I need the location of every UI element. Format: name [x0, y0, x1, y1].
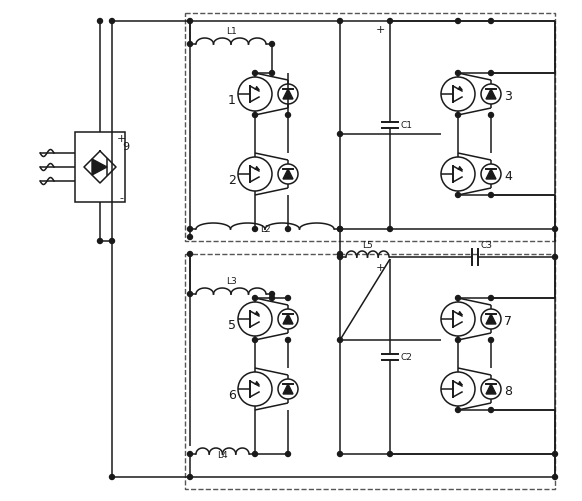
Circle shape: [456, 338, 460, 343]
Circle shape: [456, 71, 460, 76]
Text: 1: 1: [228, 94, 236, 107]
Circle shape: [269, 71, 275, 76]
Text: C2: C2: [400, 352, 412, 361]
Text: L2: L2: [260, 224, 270, 233]
Text: C1: C1: [400, 121, 412, 130]
Polygon shape: [486, 384, 496, 394]
Text: +: +: [375, 263, 385, 273]
Circle shape: [338, 227, 342, 232]
Circle shape: [286, 227, 290, 232]
Circle shape: [488, 113, 494, 118]
Circle shape: [269, 43, 275, 48]
Text: L1: L1: [226, 27, 236, 36]
Circle shape: [187, 20, 193, 25]
Polygon shape: [283, 90, 293, 100]
Text: 2: 2: [228, 174, 236, 187]
Text: L3: L3: [226, 277, 236, 286]
Text: 5: 5: [228, 319, 236, 332]
Circle shape: [109, 474, 115, 479]
Circle shape: [338, 338, 342, 343]
Circle shape: [187, 43, 193, 48]
Circle shape: [488, 20, 494, 25]
Text: +: +: [375, 25, 385, 35]
Circle shape: [338, 255, 342, 260]
Circle shape: [488, 408, 494, 413]
Circle shape: [338, 227, 342, 232]
Polygon shape: [283, 314, 293, 324]
Circle shape: [488, 338, 494, 343]
Circle shape: [456, 408, 460, 413]
Circle shape: [552, 255, 558, 260]
Circle shape: [253, 227, 257, 232]
Circle shape: [388, 227, 392, 232]
Circle shape: [456, 193, 460, 198]
Text: +: +: [116, 134, 126, 144]
Circle shape: [338, 252, 342, 257]
Circle shape: [286, 451, 290, 456]
Circle shape: [187, 252, 193, 257]
Polygon shape: [283, 384, 293, 394]
Circle shape: [98, 20, 102, 25]
Text: 3: 3: [504, 90, 512, 103]
Text: L4: L4: [217, 450, 228, 459]
Text: 4: 4: [504, 170, 512, 183]
Circle shape: [456, 296, 460, 301]
Text: 7: 7: [504, 315, 512, 328]
Polygon shape: [486, 90, 496, 100]
Text: 6: 6: [228, 389, 236, 402]
Circle shape: [187, 235, 193, 240]
Circle shape: [388, 20, 392, 25]
Polygon shape: [283, 170, 293, 180]
Circle shape: [552, 227, 558, 232]
Text: L5: L5: [362, 240, 373, 249]
Circle shape: [286, 296, 290, 301]
Circle shape: [253, 71, 257, 76]
Circle shape: [253, 296, 257, 301]
Circle shape: [552, 451, 558, 456]
Circle shape: [253, 113, 257, 118]
Circle shape: [187, 451, 193, 456]
Circle shape: [488, 71, 494, 76]
Circle shape: [269, 296, 275, 301]
Text: 9: 9: [122, 142, 129, 152]
Circle shape: [488, 296, 494, 301]
Circle shape: [388, 451, 392, 456]
Circle shape: [109, 239, 115, 244]
Text: -: -: [119, 192, 123, 202]
Circle shape: [286, 338, 290, 343]
Circle shape: [338, 132, 342, 137]
Circle shape: [552, 474, 558, 479]
Circle shape: [488, 193, 494, 198]
Circle shape: [269, 292, 275, 297]
Circle shape: [187, 292, 193, 297]
Text: 8: 8: [504, 385, 512, 398]
Circle shape: [109, 20, 115, 25]
Circle shape: [253, 338, 257, 343]
Text: C3: C3: [480, 240, 492, 249]
Circle shape: [253, 451, 257, 456]
Circle shape: [456, 20, 460, 25]
Circle shape: [187, 227, 193, 232]
Bar: [75, 133, 125, 202]
Polygon shape: [92, 160, 107, 176]
Circle shape: [338, 451, 342, 456]
Circle shape: [338, 20, 342, 25]
Circle shape: [98, 239, 102, 244]
Polygon shape: [486, 314, 496, 324]
Polygon shape: [486, 170, 496, 180]
Circle shape: [456, 113, 460, 118]
Circle shape: [286, 113, 290, 118]
Circle shape: [187, 474, 193, 479]
